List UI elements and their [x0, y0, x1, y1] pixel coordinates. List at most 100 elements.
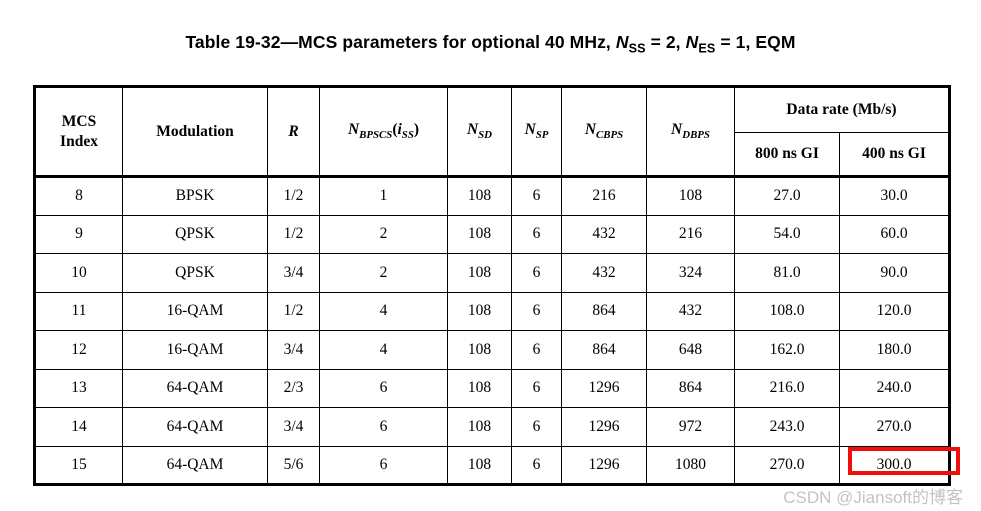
cell-r6-c2: 3/4 [267, 407, 320, 447]
cell-r6-c1: 64-QAM [122, 407, 268, 447]
cell-r6-c4: 108 [447, 407, 512, 447]
cell-r1-c0: 9 [34, 214, 123, 254]
mcs-parameters-table: MCS Index Modulation R NBPSCS(iSS) NSD NS… [33, 85, 961, 486]
watermark: CSDN @Jiansoft的博客 [783, 488, 963, 507]
col-header-mcs-index: MCS Index [34, 86, 123, 177]
col-header-n-dbps: NDBPS [646, 86, 735, 177]
cell-r0-c4: 108 [447, 176, 512, 216]
cell-r2-c5: 6 [511, 253, 562, 293]
cell-r6-c9: 270.0 [838, 407, 951, 447]
cell-r3-c4: 108 [447, 291, 512, 331]
col-header-800ns-gi: 800 ns GI [734, 132, 840, 177]
cell-r7-c6: 1296 [561, 445, 647, 485]
cell-r4-c8: 162.0 [734, 330, 840, 370]
cell-r2-c3: 2 [319, 253, 448, 293]
cell-r4-c5: 6 [511, 330, 562, 370]
col-header-n-bpscs-iss: NBPSCS(iSS) [319, 86, 448, 177]
cell-r7-c4: 108 [447, 445, 512, 485]
cell-r6-c5: 6 [511, 407, 562, 447]
table-row: 11 16-QAM 1/2 4 108 6 864 432 108.0 120.… [34, 291, 951, 331]
cell-r1-c6: 432 [561, 214, 647, 254]
cell-r5-c8: 216.0 [734, 368, 840, 408]
table-row: 12 16-QAM 3/4 4 108 6 864 648 162.0 180.… [34, 330, 951, 370]
col-header-n-cbps: NCBPS [561, 86, 647, 177]
table-body: 8 BPSK 1/2 1 108 6 216 108 27.0 30.0 9 Q… [34, 176, 961, 485]
col-header-n-sp: NSP [511, 86, 562, 177]
col-header-n-sd: NSD [447, 86, 512, 177]
cell-r4-c6: 864 [561, 330, 647, 370]
cell-r5-c7: 864 [646, 368, 735, 408]
cell-r7-c5: 6 [511, 445, 562, 485]
cell-r5-c1: 64-QAM [122, 368, 268, 408]
header-row-1: MCS Index Modulation R NBPSCS(iSS) NSD NS… [34, 86, 951, 177]
cell-r0-c0: 8 [34, 176, 123, 216]
cell-r6-c3: 6 [319, 407, 448, 447]
cell-r7-c1: 64-QAM [122, 445, 268, 485]
cell-r0-c5: 6 [511, 176, 562, 216]
table-header: MCS Index Modulation R NBPSCS(iSS) NSD NS… [34, 86, 951, 177]
cell-r1-c5: 6 [511, 214, 562, 254]
cell-r0-c9: 30.0 [838, 176, 951, 216]
cell-r2-c8: 81.0 [734, 253, 840, 293]
cell-r3-c7: 432 [646, 291, 735, 331]
cell-r2-c0: 10 [34, 253, 123, 293]
table-caption: Table 19-32—MCS parameters for optional … [185, 32, 796, 56]
cell-r6-c7: 972 [646, 407, 735, 447]
cell-r1-c2: 1/2 [267, 214, 320, 254]
cell-r0-c1: BPSK [122, 176, 268, 216]
cell-r7-c0: 15 [34, 445, 123, 485]
cell-r5-c3: 6 [319, 368, 448, 408]
cell-r2-c7: 324 [646, 253, 735, 293]
cell-r5-c9: 240.0 [838, 368, 951, 408]
header-row-2: 800 ns GI 400 ns GI [35, 132, 951, 177]
cell-r5-c5: 6 [511, 368, 562, 408]
cell-r5-c4: 108 [447, 368, 512, 408]
cell-r3-c9: 120.0 [838, 291, 951, 331]
cell-r4-c3: 4 [319, 330, 448, 370]
cell-r7-c2: 5/6 [267, 445, 320, 485]
table-row: 14 64-QAM 3/4 6 108 6 1296 972 243.0 270… [34, 407, 951, 447]
cell-r4-c9: 180.0 [838, 330, 951, 370]
cell-r6-c0: 14 [34, 407, 123, 447]
cell-r1-c4: 108 [447, 214, 512, 254]
cell-r1-c3: 2 [319, 214, 448, 254]
cell-r6-c6: 1296 [561, 407, 647, 447]
cell-r5-c6: 1296 [561, 368, 647, 408]
cell-r2-c9: 90.0 [838, 253, 951, 293]
cell-r2-c2: 3/4 [267, 253, 320, 293]
cell-r4-c1: 16-QAM [122, 330, 268, 370]
cell-r6-c8: 243.0 [734, 407, 840, 447]
col-header-400ns-gi: 400 ns GI [838, 132, 951, 177]
cell-r4-c2: 3/4 [267, 330, 320, 370]
col-header-data-rate: Data rate (Mb/s) [733, 86, 951, 133]
cell-r0-c8: 27.0 [734, 176, 840, 216]
cell-r0-c7: 108 [646, 176, 735, 216]
cell-r4-c7: 648 [646, 330, 735, 370]
cell-r5-c2: 2/3 [267, 368, 320, 408]
table-row: 8 BPSK 1/2 1 108 6 216 108 27.0 30.0 [34, 176, 951, 216]
cell-r7-c3: 6 [319, 445, 448, 485]
cell-r3-c1: 16-QAM [122, 291, 268, 331]
col-header-modulation: Modulation [122, 86, 268, 177]
cell-r3-c3: 4 [319, 291, 448, 331]
cell-r3-c5: 6 [511, 291, 562, 331]
cell-r7-c7: 1080 [646, 445, 735, 485]
cell-r4-c0: 12 [34, 330, 123, 370]
cell-r3-c0: 11 [34, 291, 123, 331]
cell-r2-c6: 432 [561, 253, 647, 293]
cell-r7-c8: 270.0 [734, 445, 840, 485]
table-row: 9 QPSK 1/2 2 108 6 432 216 54.0 60.0 [34, 214, 951, 254]
table-row: 15 64-QAM 5/6 6 108 6 1296 1080 270.0 30… [34, 445, 961, 485]
cell-r3-c2: 1/2 [267, 291, 320, 331]
cell-r1-c9: 60.0 [838, 214, 951, 254]
cell-r0-c2: 1/2 [267, 176, 320, 216]
cell-r3-c8: 108.0 [734, 291, 840, 331]
cell-r1-c8: 54.0 [734, 214, 840, 254]
cell-r3-c6: 864 [561, 291, 647, 331]
cell-r1-c7: 216 [646, 214, 735, 254]
cell-r4-c4: 108 [447, 330, 512, 370]
table-row: 10 QPSK 3/4 2 108 6 432 324 81.0 90.0 [34, 253, 951, 293]
cell-r1-c1: QPSK [122, 214, 268, 254]
col-header-r: R [267, 86, 320, 177]
